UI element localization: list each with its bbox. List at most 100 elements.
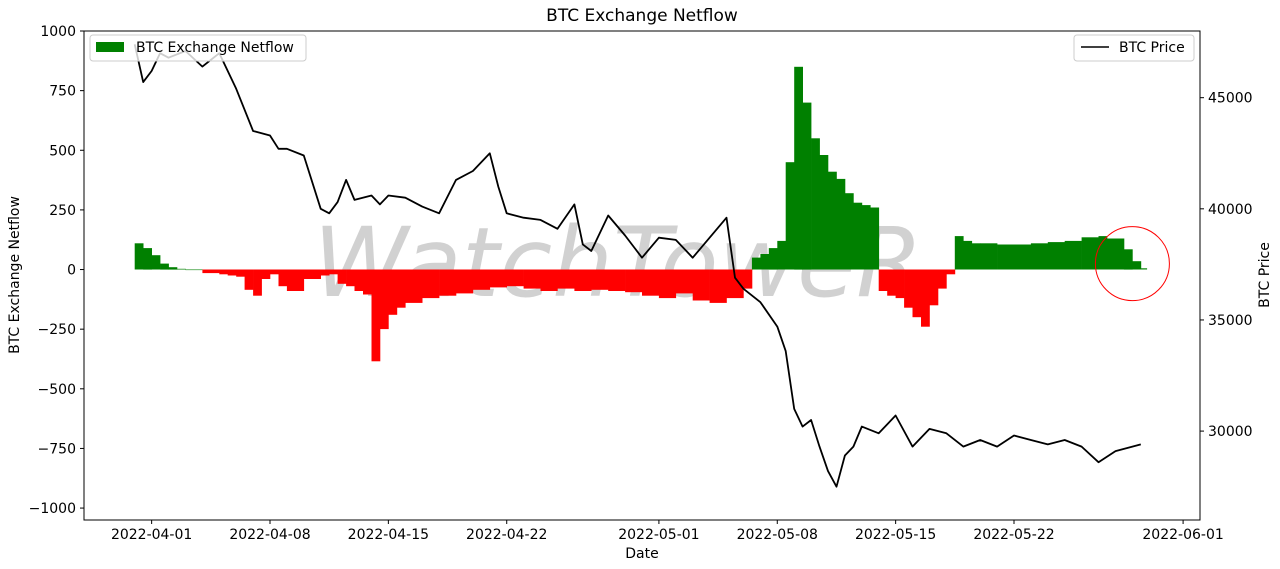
highlight-group <box>1094 226 1170 302</box>
netflow-bar <box>261 269 271 279</box>
netflow-bar <box>379 269 389 330</box>
netflow-bar <box>946 269 956 275</box>
netflow-bar <box>286 269 305 291</box>
netflow-bar <box>320 269 330 276</box>
netflow-bar <box>811 138 820 270</box>
netflow-bar <box>337 269 347 284</box>
netflow-bar <box>278 269 288 287</box>
y-tick-label: 250 <box>49 203 76 219</box>
netflow-bar <box>785 162 795 270</box>
x-tick-label: 2022-04-15 <box>348 527 429 543</box>
netflow-bar <box>675 269 693 294</box>
netflow-bar <box>1047 242 1065 270</box>
netflow-bar <box>354 269 364 291</box>
netflow-bar <box>202 269 220 274</box>
netflow-bar <box>802 102 812 270</box>
price-legend: BTC Price <box>1073 34 1195 62</box>
x-axis-label: Date <box>625 546 658 562</box>
y2-tick-label: 40000 <box>1208 202 1253 218</box>
y-tick-label: 1000 <box>40 24 76 40</box>
netflow-bar <box>929 269 939 306</box>
netflow-bar <box>151 255 161 270</box>
netflow-bar <box>692 269 710 301</box>
netflow-bar <box>134 243 144 270</box>
netflow-bar <box>794 66 803 270</box>
netflow-bar <box>456 269 474 294</box>
y-tick-label: −500 <box>38 382 76 398</box>
netflow-bar <box>1107 238 1116 270</box>
netflow-bar <box>971 243 981 270</box>
x-tick-label: 2022-06-01 <box>1142 527 1223 543</box>
y-tick-label: 500 <box>49 143 76 159</box>
netflow-bar <box>177 268 186 270</box>
netflow-bar <box>1115 238 1125 270</box>
netflow-bar <box>760 254 770 270</box>
netflow-bar <box>904 269 913 308</box>
netflow-bar <box>270 269 279 275</box>
netflow-bar <box>625 269 643 293</box>
x-tick-label: 2022-04-22 <box>466 527 547 543</box>
netflow-bar <box>963 240 973 270</box>
netflow-bar <box>777 240 787 270</box>
y-axis-left: 1000 750 500 250 0 −250 −500 −750 −1000 <box>29 24 84 517</box>
netflow-bar <box>422 269 440 299</box>
netflow-bar <box>574 269 592 291</box>
y2-tick-label: 35000 <box>1208 313 1253 329</box>
netflow-bar <box>185 269 203 271</box>
x-tick-label: 2022-05-15 <box>855 527 936 543</box>
netflow-bar <box>608 269 626 291</box>
netflow-bar <box>253 269 262 296</box>
y-tick-label: 0 <box>67 263 76 279</box>
price-line-group <box>133 44 1142 488</box>
netflow-bar <box>388 269 398 315</box>
legend-box <box>1073 34 1195 62</box>
netflow-bar <box>768 248 778 270</box>
netflow-bar <box>954 236 964 270</box>
netflow-bar <box>143 248 152 270</box>
legend-swatch-netflow <box>96 42 124 52</box>
chart-title: BTC Exchange Netflow <box>546 6 738 26</box>
netflow-bar <box>219 269 229 275</box>
netflow-bar <box>557 269 575 289</box>
netflow-bar <box>658 269 677 299</box>
y-tick-label: −250 <box>38 322 76 338</box>
legend-label-netflow: BTC Exchange Netflow <box>136 40 294 56</box>
netflow-bar <box>836 178 846 270</box>
netflow-bars <box>134 66 1148 362</box>
netflow-bar <box>1081 237 1099 270</box>
x-tick-label: 2022-05-01 <box>618 527 699 543</box>
x-tick-label: 2022-05-22 <box>973 527 1054 543</box>
x-tick-label: 2022-04-08 <box>229 527 310 543</box>
netflow-legend: BTC Exchange Netflow <box>89 34 307 62</box>
price-line <box>133 44 1142 488</box>
netflow-bar <box>751 257 761 270</box>
netflow-bar <box>160 263 169 270</box>
netflow-bar <box>540 269 558 291</box>
netflow-bar <box>870 207 880 270</box>
netflow-bar <box>346 269 355 287</box>
netflow-bar <box>819 155 829 270</box>
netflow-bar <box>743 269 753 289</box>
netflow-bar <box>227 269 237 276</box>
netflow-bar <box>844 193 854 270</box>
y-tick-label: −750 <box>38 441 76 457</box>
y2-tick-label: 45000 <box>1208 91 1253 107</box>
netflow-bar <box>1123 249 1133 270</box>
plot-frame <box>83 30 1201 521</box>
netflow-bar <box>1030 243 1049 270</box>
netflow-bar <box>853 202 863 270</box>
netflow-bar <box>489 269 507 288</box>
x-tick-label: 2022-05-08 <box>737 527 818 543</box>
netflow-bar <box>997 244 1015 270</box>
x-axis: 2022-04-01 2022-04-08 2022-04-15 2022-04-22… <box>111 520 1224 543</box>
y-tick-label: 750 <box>49 84 76 100</box>
x-tick-label: 2022-04-01 <box>111 527 192 543</box>
netflow-bar <box>506 269 524 287</box>
netflow-bar <box>303 269 321 279</box>
netflow-bar <box>912 269 922 318</box>
netflow-bar <box>1140 268 1148 270</box>
netflow-bar <box>887 269 896 296</box>
legend-label-price: BTC Price <box>1119 40 1185 56</box>
netflow-bar <box>1132 261 1142 270</box>
